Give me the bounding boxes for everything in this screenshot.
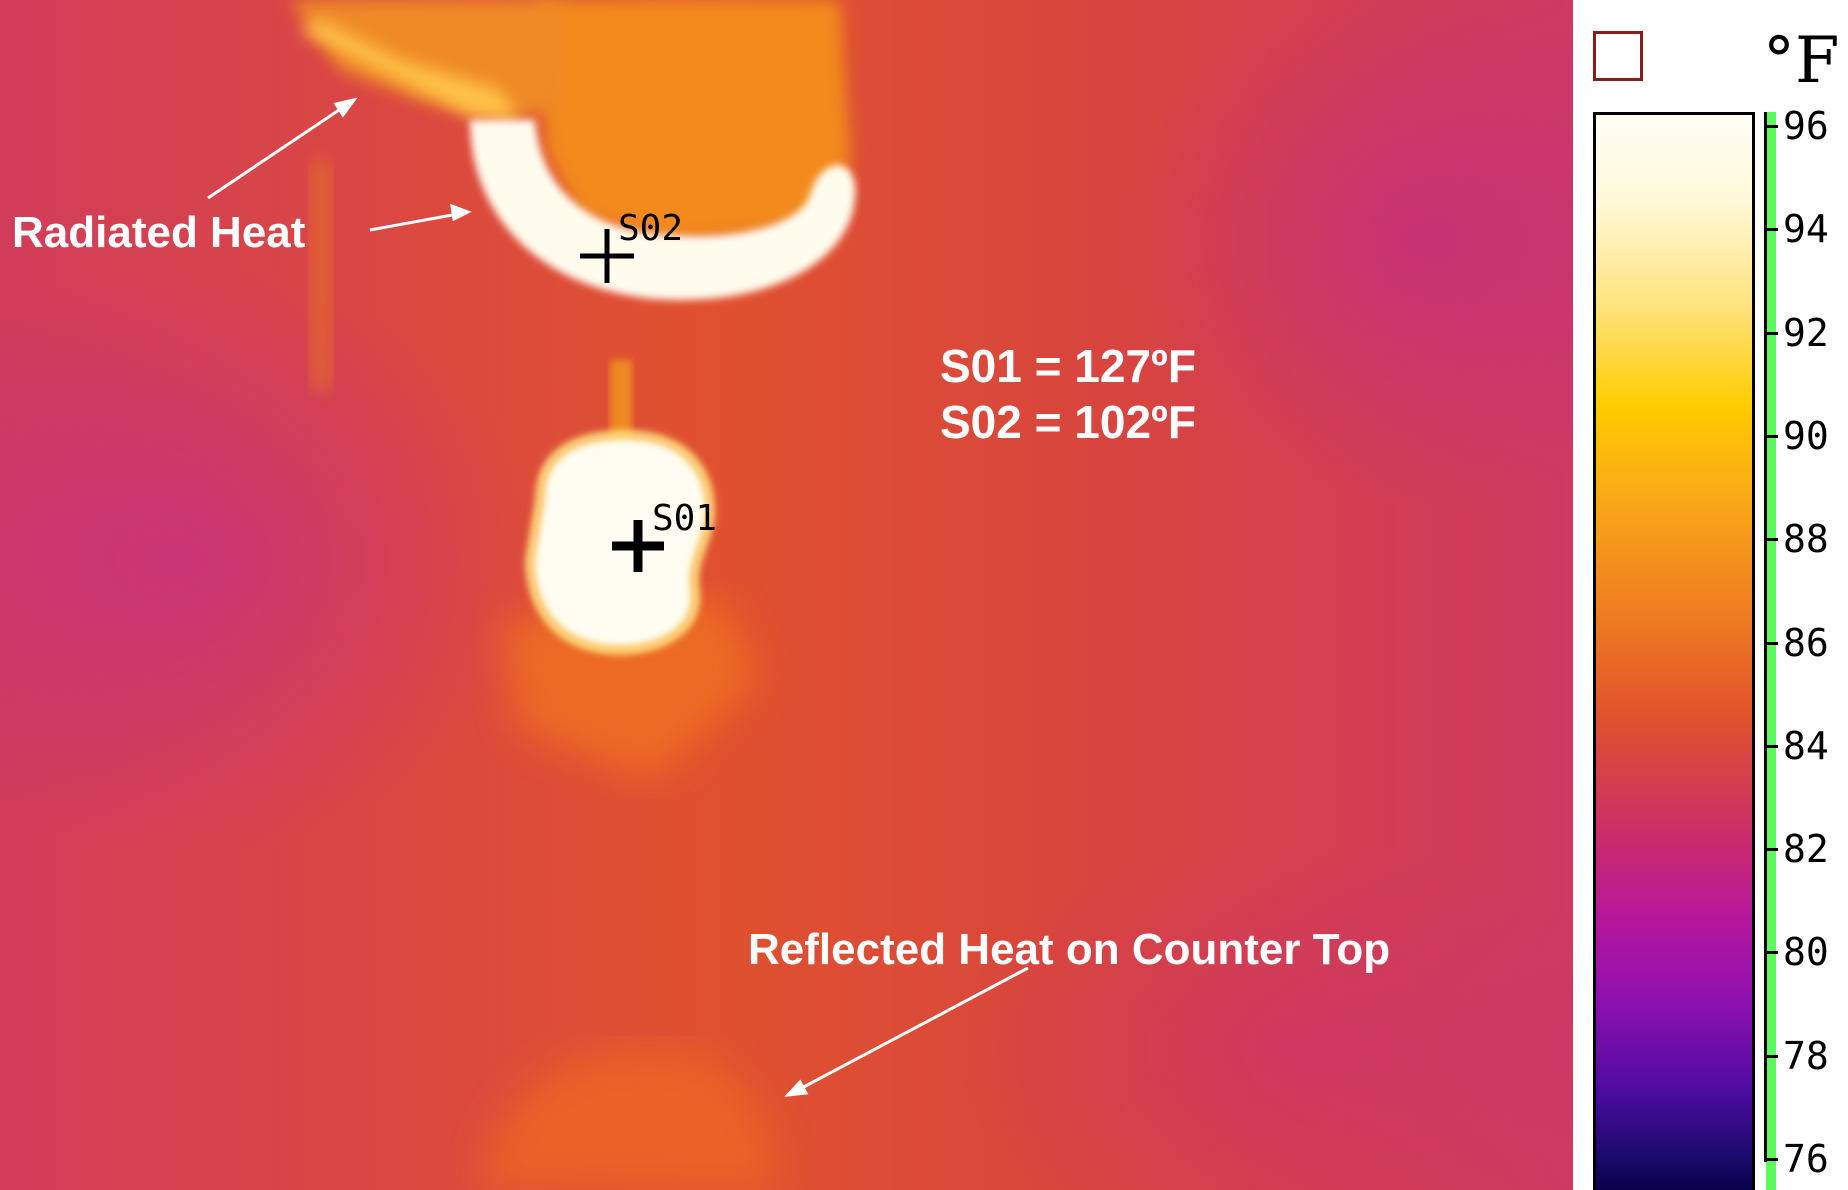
unit-label: °F <box>1763 24 1840 98</box>
scale-tick-mark <box>1764 1158 1778 1161</box>
s01-crosshair <box>612 520 664 572</box>
scale-tick-label: 78 <box>1783 1033 1829 1078</box>
scale-tick-mark <box>1764 951 1778 955</box>
scale-tick-label: 84 <box>1783 723 1829 768</box>
s01-reading: S01 = 127ºF <box>940 340 1196 392</box>
scale-tick-mark <box>1764 125 1778 128</box>
spot-readings: S01 = 127ºF S02 = 102ºF <box>940 338 1196 450</box>
scale-tick-mark <box>1764 538 1778 542</box>
reflected-heat-label: Reflected Heat on Counter Top <box>748 925 1391 974</box>
thermal-shapes <box>207 0 1029 1190</box>
scale-tick-mark <box>1764 228 1778 232</box>
temperature-scale-panel: °F 96 94 92 90 88 86 84 82 80 78 76 <box>1573 0 1848 1190</box>
scale-tick-mark <box>1764 744 1778 748</box>
scale-tick-label: 92 <box>1783 310 1829 355</box>
scale-tick-label: 90 <box>1783 413 1829 458</box>
s02-spot-label: S02 <box>618 208 684 249</box>
scale-tick-label: 86 <box>1783 620 1829 665</box>
reflected-heat <box>480 1050 780 1190</box>
faucet-body <box>540 0 850 240</box>
scale-tick-label: 96 <box>1783 104 1829 148</box>
radiated-arrow-2 <box>369 203 472 232</box>
s01-spot-label: S01 <box>652 498 718 539</box>
hot-spout <box>470 120 856 300</box>
drip-stream <box>610 360 632 450</box>
s02-crosshair <box>580 229 634 283</box>
scale-tick-label: 88 <box>1783 517 1829 562</box>
scale-tick-mark <box>1764 641 1778 645</box>
s02-reading: S02 = 102ºF <box>940 396 1196 448</box>
radiated-arrow-1 <box>207 97 358 200</box>
scale-tick-mark <box>1764 848 1778 852</box>
color-swatch <box>1593 31 1643 81</box>
thermal-image: Radiated Heat Reflected Heat on Counter … <box>0 0 1573 1190</box>
scale-tick-label: 76 <box>1783 1137 1829 1181</box>
hot-drain-rim <box>525 430 715 655</box>
scale-tick-label: 82 <box>1783 827 1829 872</box>
faint-pipe <box>310 160 332 390</box>
color-bar <box>1593 112 1755 1190</box>
reflected-arrow <box>784 966 1029 1097</box>
scale-tick-mark <box>1764 1054 1778 1058</box>
scale-tick-label: 94 <box>1783 207 1829 252</box>
range-indicator-bar <box>1766 112 1776 1190</box>
scale-axis <box>1764 112 1767 1162</box>
warm-plume <box>500 600 760 780</box>
scale-tick-mark <box>1764 331 1778 335</box>
faucet-left-arm <box>290 0 560 120</box>
scale-tick-mark <box>1764 434 1778 438</box>
scale-tick-label: 80 <box>1783 930 1829 975</box>
faucet-left-highlight <box>300 20 520 120</box>
radiated-heat-label: Radiated Heat <box>12 208 306 257</box>
